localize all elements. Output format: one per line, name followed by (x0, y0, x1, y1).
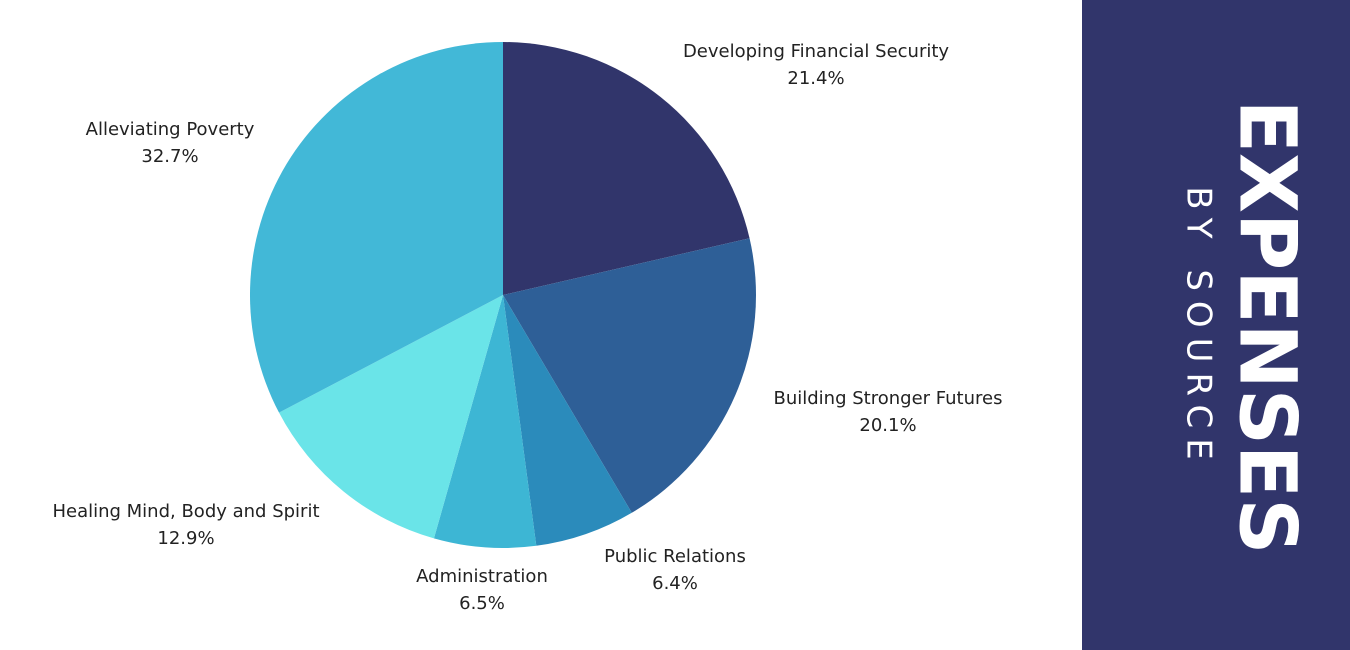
slice-label: Building Stronger Futures (774, 388, 1003, 409)
pie-slice (503, 238, 756, 513)
slice-value: 32.7% (141, 146, 198, 167)
chart-subtitle: BY SOURCE (1179, 186, 1219, 469)
pie-slice (503, 42, 750, 295)
slice-value: 6.5% (459, 593, 505, 614)
slice-label: Administration (416, 566, 548, 587)
pie-slice (249, 42, 503, 413)
slice-label: Developing Financial Security (683, 41, 949, 62)
pie-slice (433, 295, 537, 549)
slice-value: 20.1% (859, 415, 916, 436)
slice-value: 12.9% (157, 528, 214, 549)
chart-title: EXPENSES (1222, 100, 1312, 555)
pie-slice (503, 295, 632, 546)
slice-value: 21.4% (787, 68, 844, 89)
slice-label: Alleviating Poverty (86, 119, 255, 140)
slice-value: 6.4% (652, 573, 698, 594)
side-panel (1082, 0, 1350, 650)
slice-label: Healing Mind, Body and Spirit (52, 501, 319, 522)
slice-label: Public Relations (604, 546, 746, 567)
pie-slice (279, 295, 503, 539)
